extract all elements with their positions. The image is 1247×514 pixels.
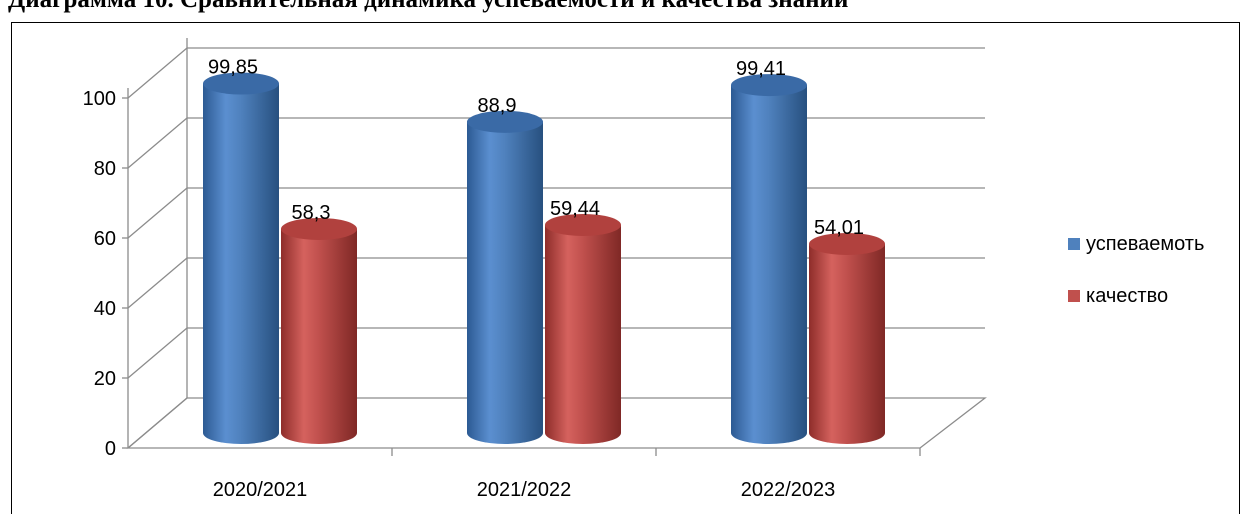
legend: успеваемоть качество bbox=[1068, 230, 1204, 334]
legend-label-series-2: качество bbox=[1086, 284, 1169, 307]
legend-item-series-1: успеваемоть bbox=[1068, 230, 1204, 258]
bar-body bbox=[809, 243, 885, 444]
legend-item-series-2: качество bbox=[1068, 282, 1204, 310]
y-tick-label: 100 bbox=[83, 88, 116, 110]
bar-top bbox=[545, 213, 621, 236]
data-label: 99,85 bbox=[208, 57, 258, 79]
side-wall-grid-line bbox=[127, 257, 188, 309]
x-tick-label: 2020/2021 bbox=[213, 479, 308, 501]
y-tick-label: 0 bbox=[105, 438, 116, 460]
data-label: 88,9 bbox=[478, 95, 517, 117]
data-label: 58,3 bbox=[292, 202, 331, 224]
bar bbox=[809, 232, 885, 444]
x-tick-label: 2021/2022 bbox=[477, 479, 572, 501]
y-tick-label: 20 bbox=[94, 368, 116, 390]
data-label: 59,44 bbox=[550, 198, 600, 220]
chart-title: Диаграмма 10. Сравнительная динамика усп… bbox=[8, 0, 1238, 14]
side-wall-grid-line bbox=[127, 117, 188, 169]
legend-label-series-1: успеваемоть bbox=[1086, 232, 1205, 255]
legend-swatch-series-1 bbox=[1068, 238, 1080, 250]
bar-body bbox=[281, 228, 357, 444]
bar bbox=[731, 74, 807, 444]
data-labels: 99,85 58,3 88,9 59,44 99,41 54,01 bbox=[208, 57, 864, 239]
bar bbox=[545, 213, 621, 444]
axes: 0 20 40 60 80 100 2020/2021 2021/2022 2022/2023 bbox=[83, 38, 987, 501]
bar-top bbox=[467, 110, 543, 133]
data-label: 99,41 bbox=[736, 58, 786, 80]
y-tick-label: 60 bbox=[94, 228, 116, 250]
bar-top bbox=[731, 74, 807, 97]
bars bbox=[203, 72, 885, 445]
bar-body bbox=[467, 121, 543, 444]
bar bbox=[467, 110, 543, 444]
data-label: 54,01 bbox=[814, 217, 864, 239]
bar bbox=[281, 217, 357, 444]
bar-top bbox=[809, 232, 885, 255]
side-wall-grid-line bbox=[127, 327, 188, 379]
side-wall-grid-line bbox=[127, 187, 188, 239]
bar-body bbox=[545, 224, 621, 444]
bar-top bbox=[203, 72, 279, 95]
bar bbox=[203, 72, 279, 445]
y-tick-label: 80 bbox=[94, 158, 116, 180]
x-tick-label: 2022/2023 bbox=[741, 479, 836, 501]
y-tick-label: 40 bbox=[94, 298, 116, 320]
bar-top bbox=[281, 217, 357, 240]
bar-body bbox=[731, 85, 807, 444]
side-wall-grid-line bbox=[127, 47, 188, 99]
legend-swatch-series-2 bbox=[1068, 290, 1080, 302]
chart-frame bbox=[11, 22, 1240, 514]
bar-body bbox=[203, 83, 279, 445]
